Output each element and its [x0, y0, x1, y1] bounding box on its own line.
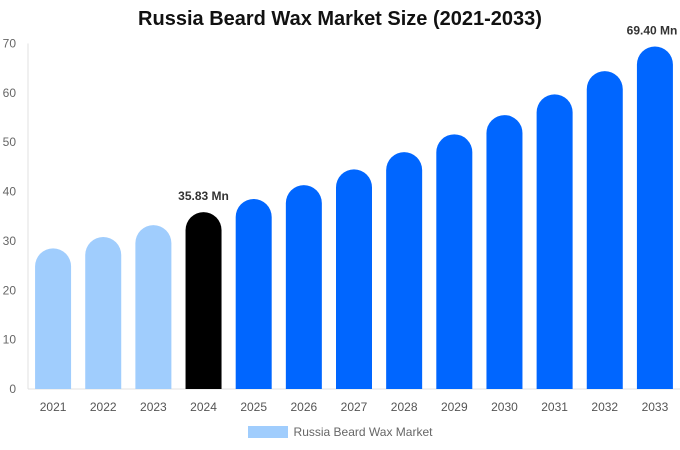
bar-2027 [336, 169, 372, 389]
x-tick-label: 2021 [40, 400, 67, 414]
bar-2021 [35, 248, 72, 389]
y-tick-label: 40 [3, 185, 17, 199]
y-tick-label: 70 [3, 37, 17, 51]
y-tick-label: 10 [3, 333, 17, 347]
x-tick-label: 2024 [190, 400, 217, 414]
y-tick-label: 0 [9, 382, 16, 396]
y-tick-label: 60 [3, 86, 17, 100]
bar-2023 [135, 225, 172, 389]
bar-2028 [386, 152, 423, 389]
x-tick-label: 2032 [591, 400, 618, 414]
bar-2030 [486, 115, 523, 389]
x-tick-label: 2033 [642, 400, 669, 414]
y-tick-label: 20 [3, 283, 17, 297]
y-tick-label: 50 [3, 135, 17, 149]
bar-2031 [536, 94, 573, 389]
data-label: 35.83 Mn [178, 189, 229, 203]
x-tick-label: 2030 [491, 400, 518, 414]
y-tick-label: 30 [3, 234, 17, 248]
x-tick-label: 2025 [240, 400, 267, 414]
legend-swatch [247, 426, 288, 438]
x-tick-label: 2026 [290, 400, 317, 414]
bar-2025 [235, 198, 272, 389]
bar-2033 [636, 46, 673, 389]
bar-2026 [285, 185, 322, 389]
x-tick-label: 2031 [541, 400, 568, 414]
x-tick-label: 2022 [90, 400, 117, 414]
bar-2024 [185, 212, 222, 389]
bar-2032 [586, 71, 623, 389]
legend-label: Russia Beard Wax Market [293, 425, 433, 439]
x-tick-label: 2023 [140, 400, 167, 414]
bar-2029 [436, 134, 473, 389]
x-tick-label: 2027 [341, 400, 368, 414]
data-label: 69.40 Mn [627, 23, 678, 37]
x-tick-label: 2029 [441, 400, 468, 414]
bar-2022 [85, 236, 122, 389]
x-tick-label: 2028 [391, 400, 418, 414]
chart-title: Russia Beard Wax Market Size (2021-2033) [138, 8, 542, 30]
legend[interactable]: Russia Beard Wax Market [0, 425, 680, 439]
